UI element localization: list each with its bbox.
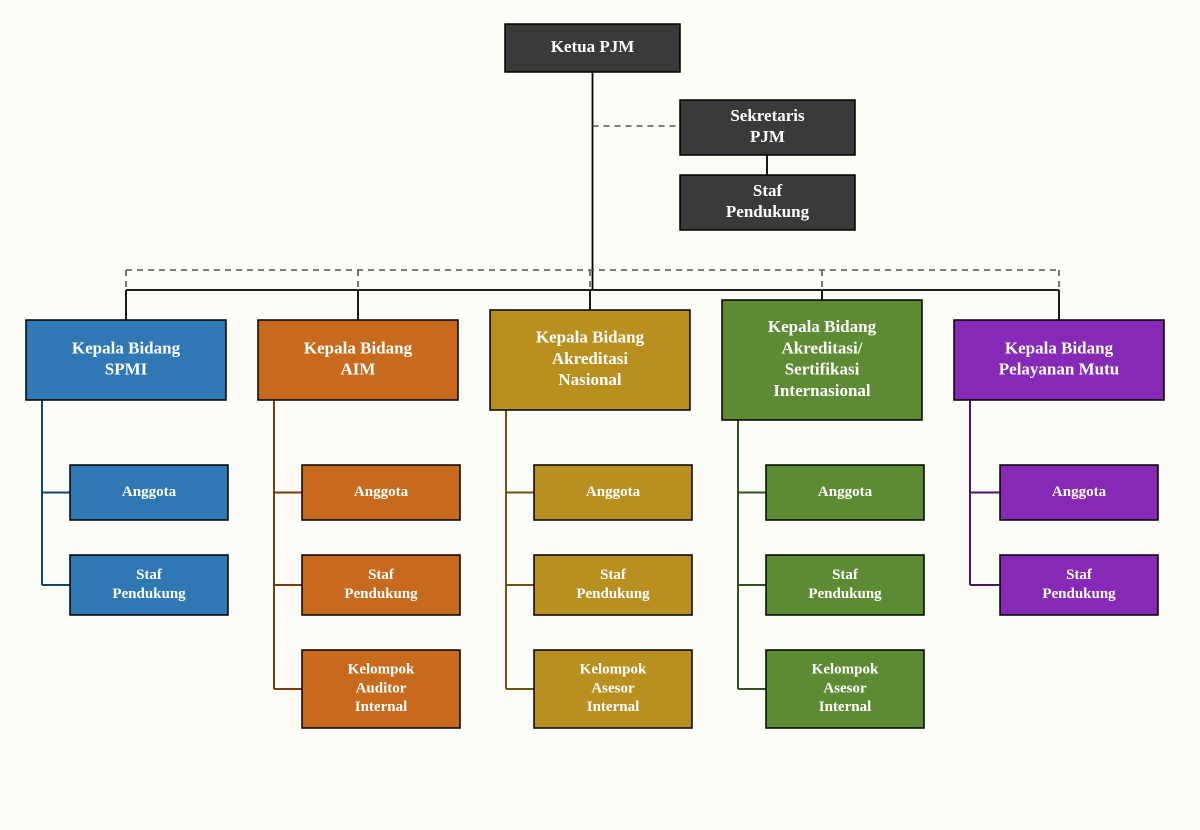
node-c3b: Staf Pendukung bbox=[534, 555, 692, 615]
node-label: Anggota bbox=[122, 484, 177, 500]
node-label: AIM bbox=[341, 360, 376, 379]
node-label: Auditor bbox=[356, 680, 407, 696]
node-staf_sek: Staf Pendukung bbox=[680, 175, 855, 230]
node-label: Asesor bbox=[591, 680, 635, 696]
node-label: Staf bbox=[368, 567, 395, 583]
node-label: PJM bbox=[750, 127, 785, 146]
node-label: Staf bbox=[1066, 567, 1093, 583]
node-label: Nasional bbox=[558, 370, 622, 389]
node-c2c: Kelompok Auditor Internal bbox=[302, 650, 460, 728]
node-label: Kepala Bidang bbox=[536, 328, 645, 347]
node-label: Pelayanan Mutu bbox=[999, 360, 1119, 379]
node-label: Anggota bbox=[818, 484, 873, 500]
node-label: Asesor bbox=[823, 680, 867, 696]
node-h4: Kepala Bidang Akreditasi/Sertifikasi Inter… bbox=[722, 300, 922, 420]
node-label: Sertifikasi bbox=[785, 360, 860, 379]
node-label: Internasional bbox=[773, 381, 871, 400]
node-c4b: Staf Pendukung bbox=[766, 555, 924, 615]
node-c5b: Staf Pendukung bbox=[1000, 555, 1158, 615]
node-h3: Kepala Bidang Akreditasi Nasional bbox=[490, 310, 690, 410]
org-chart: Ketua PJM Sekretaris PJM Staf Pendukung Kepal… bbox=[0, 0, 1200, 830]
node-label: SPMI bbox=[105, 360, 148, 379]
node-c1a: Anggota bbox=[70, 465, 228, 520]
node-label: Pendukung bbox=[112, 586, 186, 602]
node-label: Internal bbox=[355, 699, 408, 715]
node-label: Staf bbox=[753, 181, 783, 200]
node-label: Ketua PJM bbox=[551, 37, 635, 56]
node-label: Pendukung bbox=[576, 586, 650, 602]
node-c5a: Anggota bbox=[1000, 465, 1158, 520]
node-root: Ketua PJM bbox=[505, 24, 680, 72]
node-label: Pendukung bbox=[1042, 586, 1116, 602]
node-label: Kepala Bidang bbox=[304, 338, 413, 357]
node-label: Kelompok bbox=[348, 662, 415, 678]
node-label: Internal bbox=[587, 699, 640, 715]
node-label: Kelompok bbox=[580, 662, 647, 678]
node-label: Kelompok bbox=[812, 662, 879, 678]
node-h2: Kepala Bidang AIM bbox=[258, 320, 458, 400]
node-label: Sekretaris bbox=[730, 106, 805, 125]
node-label: Kepala Bidang bbox=[1005, 338, 1114, 357]
node-label: Kepala Bidang bbox=[72, 338, 181, 357]
node-label: Internal bbox=[819, 699, 872, 715]
node-label: Akreditasi/ bbox=[782, 338, 863, 357]
node-label: Staf bbox=[136, 567, 163, 583]
node-h1: Kepala Bidang SPMI bbox=[26, 320, 226, 400]
node-label: Staf bbox=[600, 567, 627, 583]
node-label: Anggota bbox=[1052, 484, 1107, 500]
node-label: Pendukung bbox=[726, 202, 810, 221]
node-c4c: Kelompok Asesor Internal bbox=[766, 650, 924, 728]
node-label: Pendukung bbox=[808, 586, 882, 602]
node-label: Kepala Bidang bbox=[768, 317, 877, 336]
node-label: Akreditasi bbox=[552, 349, 628, 368]
node-label: Staf bbox=[832, 567, 859, 583]
node-label: Pendukung bbox=[344, 586, 418, 602]
node-c2b: Staf Pendukung bbox=[302, 555, 460, 615]
node-c1b: Staf Pendukung bbox=[70, 555, 228, 615]
node-label: Anggota bbox=[586, 484, 641, 500]
node-c2a: Anggota bbox=[302, 465, 460, 520]
node-label: Anggota bbox=[354, 484, 409, 500]
node-sekretaris: Sekretaris PJM bbox=[680, 100, 855, 155]
node-c3a: Anggota bbox=[534, 465, 692, 520]
node-h5: Kepala Bidang Pelayanan Mutu bbox=[954, 320, 1164, 400]
node-c4a: Anggota bbox=[766, 465, 924, 520]
node-c3c: Kelompok Asesor Internal bbox=[534, 650, 692, 728]
